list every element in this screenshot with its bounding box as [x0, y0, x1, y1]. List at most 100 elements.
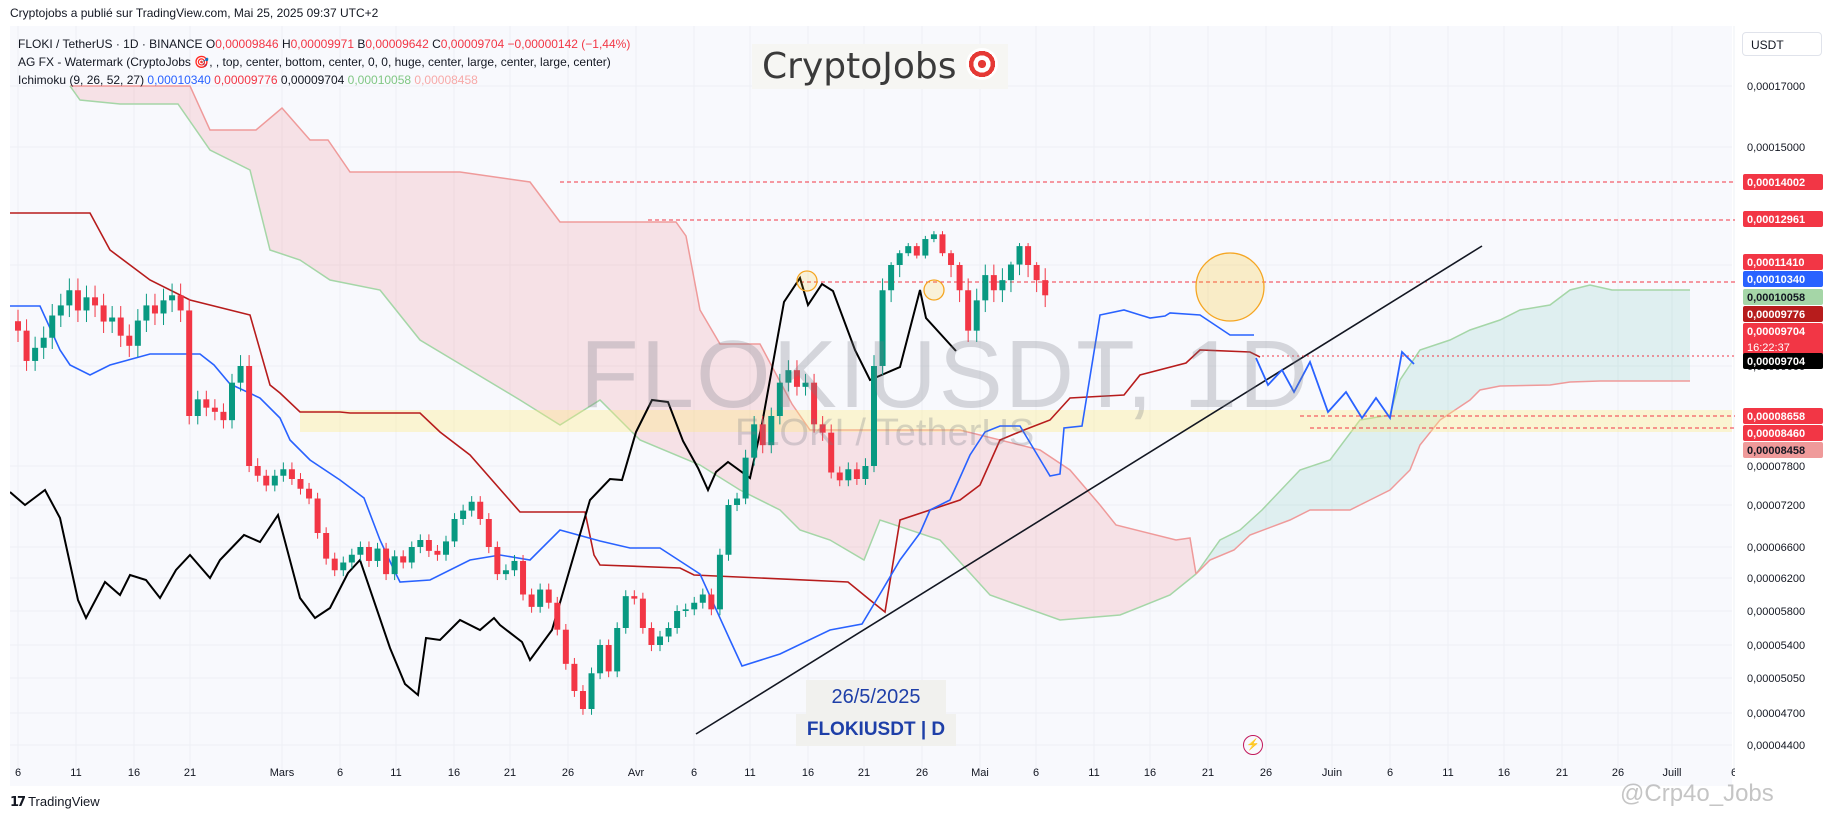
candle-body: [648, 628, 655, 645]
candle-body: [862, 466, 869, 479]
candle-body: [956, 265, 963, 291]
candle-body: [323, 533, 330, 559]
x-tick-label: 26: [916, 767, 928, 779]
price-tag-label: 0,00010340: [1747, 274, 1805, 286]
published-note: Cryptojobs a publié sur TradingView.com,…: [10, 6, 379, 20]
candle-body: [425, 540, 432, 551]
x-tick-label: 16: [128, 767, 140, 779]
price-tag-label: 0,00008460: [1747, 428, 1805, 440]
watermark-description: FLOKI / TetherUS: [735, 412, 1035, 454]
x-tick-label: Avr: [628, 767, 645, 779]
x-tick-label: Mai: [971, 767, 989, 779]
legend-open-value: 0,00009846: [215, 37, 279, 51]
candle-body: [57, 305, 64, 316]
tradingview-logo[interactable]: 17 TradingView: [10, 794, 100, 810]
candle-body: [511, 560, 518, 571]
candle-body: [922, 239, 929, 256]
ichimoku-span-a-line: [69, 85, 1197, 621]
candle-body: [768, 416, 775, 446]
candle-body: [160, 300, 167, 314]
candle-body: [443, 541, 449, 555]
candle-body: [674, 611, 681, 628]
candle-body: [973, 300, 980, 331]
x-tick-label: 11: [744, 767, 755, 779]
legend-watermark-indicator[interactable]: AG FX - Watermark (CryptoJobs 🎯, , top, …: [18, 55, 611, 69]
chart-area[interactable]: [10, 26, 1738, 786]
candle-body: [408, 547, 415, 563]
y-tick-label: 0,00006600: [1747, 542, 1805, 554]
candle-body: [211, 407, 218, 412]
candle-body: [742, 457, 749, 499]
y-tick-label: 0,00007200: [1747, 500, 1805, 512]
x-tick-label: 21: [1556, 767, 1568, 779]
candle-body: [23, 330, 30, 361]
candle-body: [280, 469, 287, 476]
candle-body: [203, 399, 210, 408]
currency-selector[interactable]: USDT: [1742, 32, 1822, 56]
price-tag-label: 0,00011410: [1747, 257, 1805, 269]
candle-body: [502, 570, 509, 575]
lightning-icon[interactable]: ⚡: [1243, 735, 1263, 755]
candle-body: [802, 382, 809, 387]
candle-body: [853, 469, 860, 479]
price-tag-level: [1743, 254, 1823, 270]
x-tick-label: 6: [337, 767, 343, 779]
candle-body: [811, 382, 818, 425]
tradingview-mark-icon: 17: [10, 795, 26, 810]
candle-body: [1042, 280, 1049, 296]
brand-text: CryptoJobs: [762, 46, 957, 87]
x-tick-label: 11: [1088, 767, 1099, 779]
candle-body: [657, 636, 663, 645]
y-tick-label: 0,00017000: [1747, 81, 1805, 93]
candle-body: [691, 602, 698, 610]
candle-body: [896, 253, 903, 265]
ichimoku-kijun-line: [10, 212, 1261, 614]
legend-ichimoku-label[interactable]: Ichimoku (9, 26, 52, 27): [18, 73, 145, 87]
candle-body: [477, 501, 484, 519]
price-tag-label: 0,00010058: [1747, 292, 1805, 304]
candle-body: [15, 321, 21, 331]
candle-body: [545, 589, 552, 603]
candle-body: [271, 475, 278, 486]
candle-body: [528, 594, 535, 607]
candle-body: [357, 547, 364, 555]
candle-body: [400, 556, 407, 563]
x-tick-label: 6: [691, 767, 697, 779]
x-tick-label: 6: [1033, 767, 1039, 779]
price-tag-last: [1743, 323, 1823, 355]
credit-watermark: @Crp4o_Jobs: [1620, 780, 1774, 807]
x-tick-label: 6: [15, 767, 21, 779]
candle-body: [785, 370, 792, 383]
price-axis[interactable]: 0,000170000,000150000,000100000,00009000…: [1735, 60, 1835, 800]
candle-body: [793, 370, 800, 387]
legend-symbol-row[interactable]: FLOKI / TetherUS · 1D · BINANCE O0,00009…: [18, 35, 630, 53]
candle-body: [220, 411, 227, 421]
legend-close-value: 0,00009704: [440, 37, 505, 51]
candle-body: [948, 253, 955, 265]
candle-body: [708, 594, 715, 610]
candle-body: [40, 337, 47, 348]
x-tick-label: 21: [184, 767, 196, 779]
candle-body: [682, 609, 689, 611]
candle-body: [716, 554, 723, 610]
candle-body: [836, 472, 843, 481]
candle-body: [485, 519, 492, 547]
price-chart[interactable]: [10, 26, 1738, 786]
legend-symbol[interactable]: FLOKI / TetherUS · 1D · BINANCE: [18, 37, 203, 51]
legend-ichimoku-row[interactable]: Ichimoku (9, 26, 52, 27) 0,00010340 0,00…: [18, 71, 630, 89]
x-tick-label: 26: [1260, 767, 1272, 779]
target-icon: [966, 48, 999, 80]
candle-body: [340, 562, 347, 571]
price-tag-close: [1743, 353, 1823, 369]
ichimoku-chikou-line: [10, 275, 957, 697]
candle-body: [888, 265, 895, 291]
candle-body: [331, 558, 338, 571]
time-axis[interactable]: 6 11 16 21 Mars 6 11 16 21 26 Avr 6 11 16 21 26 Mai 6 11 16…: [0, 762, 1735, 786]
candle-body: [999, 280, 1006, 291]
y-tick-label: 0,00004700: [1747, 708, 1805, 720]
annotation-symbol: FLOKIUSDT | D: [796, 714, 956, 746]
candle-body: [74, 290, 81, 311]
candle-body: [734, 498, 741, 505]
candle-body: [1033, 265, 1040, 281]
legend-ichimoku-spana: 0,00010058: [347, 73, 412, 87]
